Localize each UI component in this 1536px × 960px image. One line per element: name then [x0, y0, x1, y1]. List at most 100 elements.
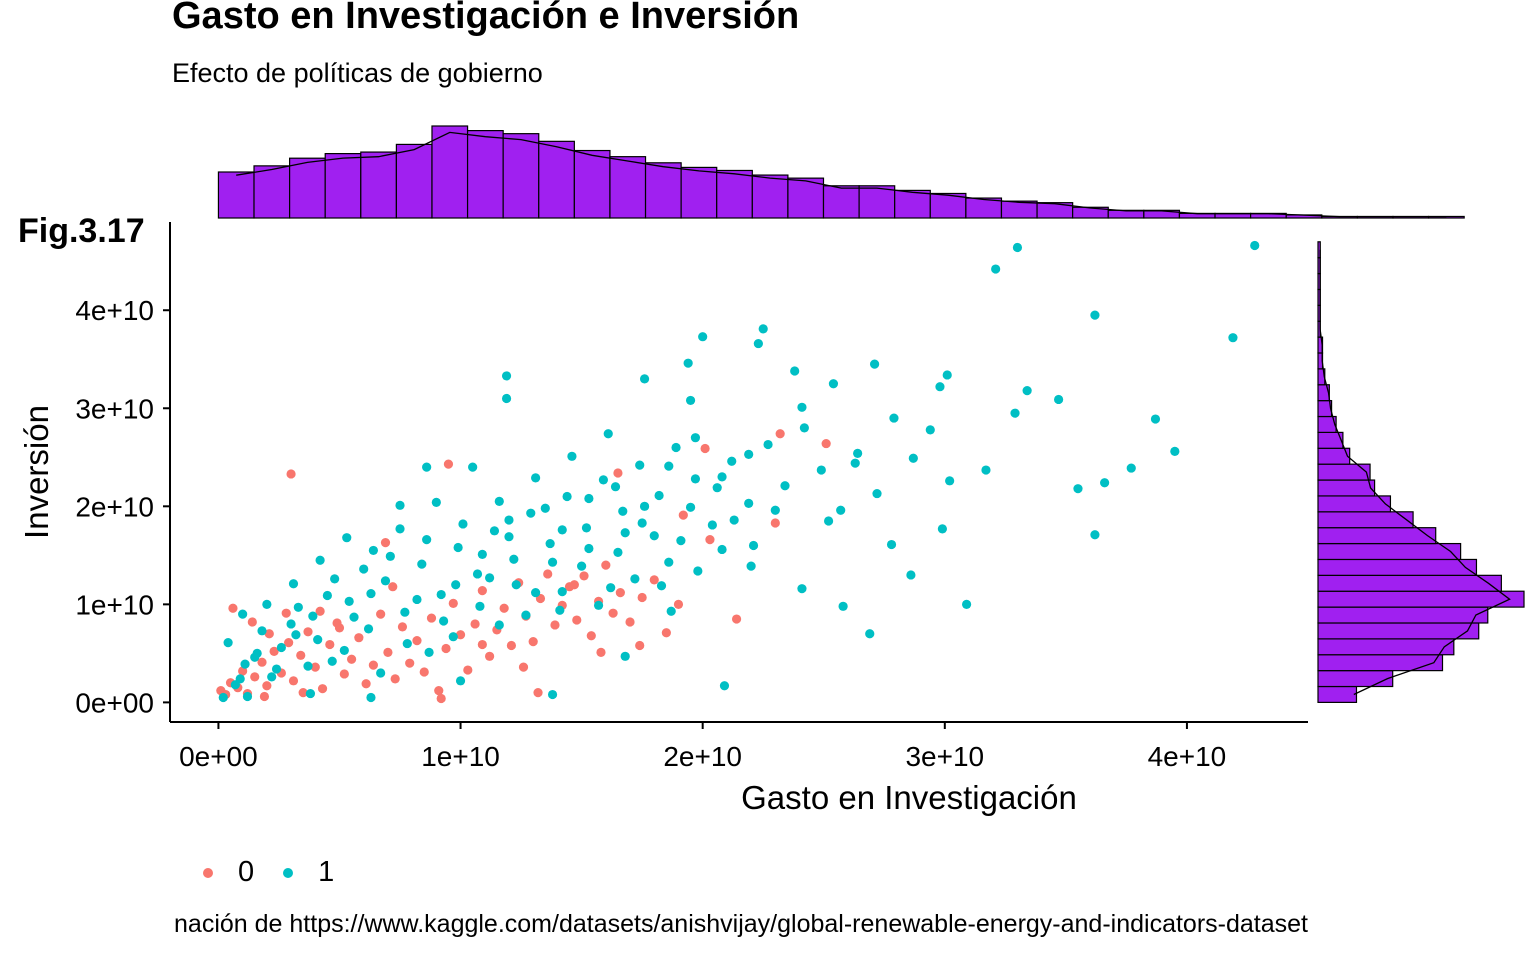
scatter-point-group-1 — [1170, 446, 1180, 457]
scatter-point-group-1 — [286, 619, 296, 629]
scatter-point-group-1 — [417, 559, 427, 569]
scatter-point-group-1 — [630, 574, 640, 584]
scatter-point-group-0 — [613, 468, 623, 478]
scatter-point-group-0 — [499, 603, 509, 613]
scatter-point-group-1 — [359, 564, 369, 574]
scatter-point-group-1 — [603, 429, 613, 439]
scatter-point-group-1 — [276, 642, 286, 653]
x-axis-label: Gasto en Investigación — [741, 779, 1077, 816]
scatter-point-group-0 — [608, 608, 618, 618]
scatter-point-group-1 — [494, 496, 504, 507]
y-tick-label: 3e+10 — [75, 393, 154, 424]
scatter-point-group-0 — [543, 569, 553, 579]
scatter-point-group-1 — [547, 689, 558, 700]
scatter-point-group-1 — [758, 324, 768, 334]
scatter-point-group-0 — [281, 608, 291, 618]
x-marginal-bar — [609, 156, 647, 219]
scatter-point-group-1 — [436, 589, 446, 600]
scatter-point-group-1 — [823, 516, 834, 526]
legend-label-0: 0 — [238, 856, 255, 888]
x-marginal-bar — [1000, 200, 1038, 219]
x-marginal-bar — [929, 192, 967, 219]
scatter-point-group-1 — [828, 379, 839, 389]
scatter-point-group-0 — [533, 687, 543, 698]
scatter-point-group-1 — [797, 402, 807, 412]
scatter-point-group-1 — [489, 526, 500, 536]
scatter-point-group-1 — [400, 607, 410, 617]
scatter-point-group-1 — [865, 629, 875, 639]
scatter-point-group-0 — [325, 639, 335, 650]
scatter-point-group-0 — [470, 619, 480, 629]
scatter-point-group-1 — [746, 561, 756, 571]
scatter-point-group-1 — [262, 599, 272, 609]
scatter-point-group-0 — [310, 662, 320, 672]
scatter-point-group-0 — [586, 631, 596, 641]
scatter-point-group-1 — [385, 551, 395, 561]
scatter-point-group-1 — [707, 520, 717, 530]
y-marginal-bar — [1317, 622, 1480, 640]
x-marginal-bar — [822, 185, 860, 219]
scatter-point-group-1 — [925, 425, 935, 435]
scatter-point-group-0 — [436, 693, 446, 704]
scatter-point-group-1 — [744, 449, 754, 459]
scatter-point-group-1 — [981, 465, 991, 475]
scatter-point-group-0 — [441, 643, 451, 654]
legend-key-0 — [196, 861, 220, 885]
scatter-point-group-1 — [531, 473, 541, 483]
scatter-point-group-0 — [579, 571, 589, 581]
scatter-point-group-1 — [344, 596, 354, 607]
chart-title: Gasto en Investigación e Inversión — [172, 0, 800, 37]
scatter-point-group-0 — [443, 459, 454, 469]
scatter-point-group-1 — [577, 561, 587, 571]
scatter-point-group-0 — [303, 627, 313, 637]
scatter-point-group-1 — [291, 630, 301, 640]
legend-label-1: 1 — [318, 856, 335, 888]
scatter-point-group-0 — [354, 633, 364, 643]
scatter-point-group-1 — [690, 433, 701, 443]
y-marginal-bar — [1317, 479, 1376, 497]
y-marginal-bar — [1317, 463, 1371, 481]
scatter-point-group-0 — [339, 669, 349, 679]
scatter-point-group-0 — [731, 614, 742, 624]
y-marginal-bar — [1317, 590, 1525, 608]
scatter-point-group-1 — [649, 531, 659, 541]
scatter-point-group-1 — [836, 505, 846, 515]
scatter-point-group-1 — [770, 505, 780, 515]
scatter-point-group-1 — [242, 691, 253, 702]
scatter-point-group-0 — [569, 580, 579, 590]
x-marginal-bar — [644, 162, 682, 219]
scatter-point-group-0 — [284, 637, 294, 648]
scatter-point-group-1 — [1228, 333, 1238, 343]
scatter-point-group-1 — [376, 668, 386, 678]
scatter-point-group-0 — [477, 639, 487, 650]
scatter-point-group-1 — [790, 366, 800, 376]
x-marginal-bar — [787, 177, 825, 219]
scatter-point-group-1 — [685, 502, 696, 512]
scatter-point-group-1 — [729, 515, 739, 525]
scatter-point-group-1 — [683, 358, 693, 368]
x-marginal-bar — [217, 171, 255, 219]
scatter-point-group-1 — [945, 476, 955, 486]
scatter-point-group-1 — [540, 503, 550, 513]
scatter-point-group-1 — [584, 543, 594, 554]
scatter-point-group-0 — [455, 630, 466, 640]
scatter-point-group-0 — [397, 622, 408, 632]
scatter-point-group-1 — [458, 519, 468, 529]
y-density-curve — [1319, 249, 1511, 696]
y-marginal-bar — [1317, 606, 1489, 624]
scatter-point-group-0 — [550, 620, 560, 630]
x-marginal-bar — [538, 140, 575, 219]
y-axis-label: Inversión — [18, 405, 55, 539]
scatter-point-group-1 — [303, 661, 313, 671]
scatter-point-group-1 — [509, 554, 519, 564]
x-marginal-bar — [751, 174, 789, 219]
scatter-point-group-1 — [1012, 242, 1023, 253]
scatter-point-group-1 — [501, 393, 512, 404]
scatter-point-group-1 — [422, 462, 432, 472]
x-marginal-bar — [894, 189, 931, 219]
x-marginal-bar — [858, 185, 896, 219]
scatter-point-group-0 — [635, 640, 645, 651]
scatter-point-group-0 — [463, 665, 473, 675]
scatter-point-group-1 — [562, 491, 572, 502]
